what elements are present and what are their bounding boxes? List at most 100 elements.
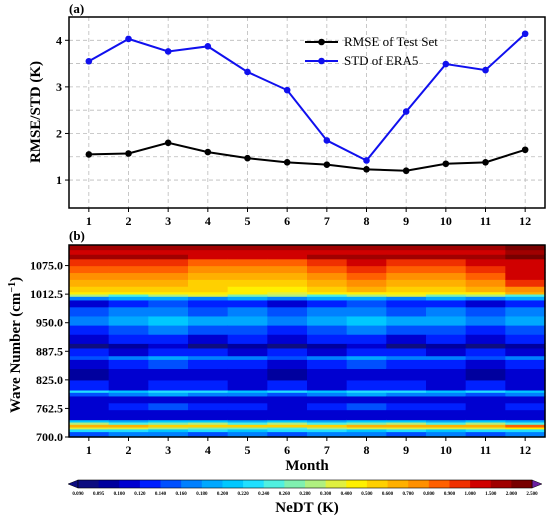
heatmap-cell [307,347,348,357]
panel-b-label: (b) [69,228,85,243]
heatmap-cell [346,245,387,251]
colorbar-frame [77,479,533,489]
heatmap-cell [426,325,467,335]
heatmap-cell [307,306,348,317]
panel-a-legend: RMSE of Test Set STD of ERA5 [305,34,438,68]
heatmap-cell [505,334,546,344]
heatmap-cell [267,392,308,397]
panel-b-y-axis-label-superscript: −1 [7,282,18,293]
heatmap-cell [505,355,546,360]
heatmap-cell [307,368,348,381]
colorbar-tick-label: 0.600 [382,492,394,497]
heatmap-cell [188,258,229,267]
heatmap-cell [505,368,546,381]
heatmap-cell [505,258,546,267]
heatmap-cell [505,402,546,411]
heatmap-cell [108,265,149,274]
heatmap-cell [188,334,229,344]
colorbar-label: NeDT (K) [275,500,338,516]
data-point [283,86,291,94]
heatmap-cell [307,279,348,287]
data-point [244,68,251,76]
colorbar-tick-label: 0.180 [196,492,208,497]
heatmap-cell [227,249,268,255]
panel-b-y-axis-label-close: ) [8,277,24,282]
data-point [323,137,331,144]
colorbar-tick-label: 0.160 [176,492,188,497]
data-point [442,160,450,168]
heatmap-cell [148,325,189,335]
heatmap-cell [267,299,308,308]
heatmap-cell [188,343,229,349]
colorbar-tick-label: 0.700 [403,492,415,497]
panel-a-frame [68,16,546,209]
data-point [323,161,331,168]
heatmap-cell [386,272,427,280]
heatmap-cell [346,409,387,421]
heatmap-cell [307,402,348,411]
colorbar-cell [366,480,388,488]
heatmap-cell [505,249,546,255]
colorbar-cell [470,480,492,488]
heatmap-cell [307,359,348,370]
heatmap-cell [108,299,149,308]
heatmap-cell [505,409,546,421]
heatmap-cell [267,428,308,433]
panel-b-frame [68,244,546,438]
heatmap-cell [386,254,427,260]
heatmap-cell [465,428,506,433]
heatmap-cell [69,395,110,404]
heatmap-cell [426,355,467,360]
heatmap-cell [426,426,467,430]
colorbar-tick-label: 0.240 [258,492,270,497]
heatmap-cell [307,258,348,267]
x-tick-label: 1 [86,443,92,457]
heatmap-cell [505,293,546,297]
colorbar-tick-label: 1.000 [464,492,476,497]
heatmap-cell [426,409,467,421]
heatmap-cell [426,286,467,293]
heatmap-cell [69,368,110,381]
heatmap-cell [267,265,308,274]
heatmap-cell [188,419,229,423]
series-line-rmse [88,141,526,172]
heatmap-cell [108,291,149,295]
panel-a-y-ticks: 1 2 3 4 [56,33,69,187]
colorbar-tick-label: 0.280 [299,492,311,497]
heatmap-cell [386,291,427,295]
heatmap-cell [505,315,546,326]
x-tick-label: 4 [205,443,211,457]
heatmap-cell [227,279,268,287]
heatmap-cell [505,431,546,438]
heatmap-cell [465,355,506,360]
heatmap-cell [188,293,229,297]
heatmap-cell [148,315,189,326]
x-tick-label: 9 [403,214,409,228]
heatmap-cell [346,279,387,287]
heatmap-cell [267,409,308,421]
x-tick-label: 9 [403,443,409,457]
heatmap-cell [505,279,546,287]
heatmap-cell [108,272,149,280]
heatmap-cell [426,431,467,438]
colorbar-tick-label: 0.120 [134,492,146,497]
heatmap-cell [386,347,427,357]
heatmap-cell [346,428,387,433]
heatmap-cell [505,272,546,280]
heatmap-cell [267,402,308,411]
heatmap-cell [465,379,506,391]
y-tick-label: 1 [56,173,62,187]
heatmap-cell [227,291,268,295]
series-line-std [88,33,526,162]
colorbar-tick-label: 0.200 [217,492,229,497]
data-point [204,43,212,50]
heatmap-cell [505,299,546,308]
heatmap-cell [505,424,546,428]
heatmap-cell [188,355,229,360]
heatmap-cell [267,245,308,251]
data-point [482,66,489,74]
heatmap-cell [227,306,268,317]
heatmap-cell [346,359,387,370]
heatmap-cell [386,343,427,349]
heatmap-cell [465,402,506,411]
